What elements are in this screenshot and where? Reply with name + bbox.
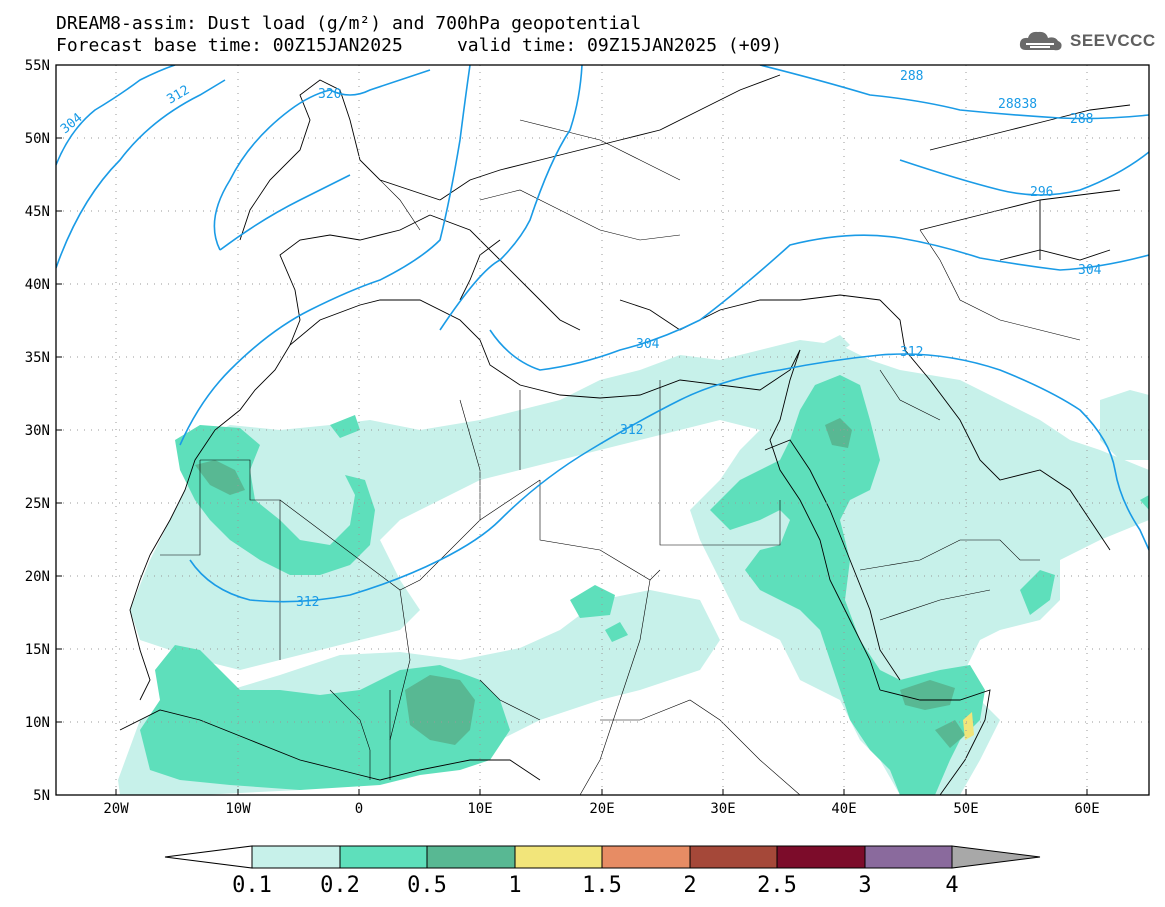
lon-label: 0 bbox=[355, 801, 363, 817]
colorbar-label: 2.5 bbox=[757, 873, 797, 898]
contour-label: 312 bbox=[900, 345, 923, 360]
colorbar-segment bbox=[864, 845, 953, 869]
contour-label: 312 bbox=[296, 595, 319, 610]
lat-label: 5N bbox=[33, 788, 50, 804]
colorbar-segment bbox=[251, 845, 341, 869]
lat-label: 45N bbox=[25, 204, 50, 220]
lon-labels: 20W 10W 0 10E 20E 30E 40E 50E 60E bbox=[103, 801, 1099, 817]
lat-label: 15N bbox=[25, 642, 50, 658]
lat-label: 50N bbox=[25, 131, 50, 147]
lon-label: 50E bbox=[953, 801, 978, 817]
colorbar-segment bbox=[339, 845, 428, 869]
cloud-icon bbox=[1019, 31, 1062, 51]
colorbar-segment bbox=[776, 845, 866, 869]
contour-label: 320 bbox=[318, 87, 341, 102]
contour-label: 288 bbox=[900, 69, 923, 84]
coastlines bbox=[119, 74, 1131, 795]
colorbar-segment bbox=[514, 845, 603, 869]
colorbar-segment bbox=[426, 845, 516, 869]
dust-field: 304 312 320 288 28838 288 296 304 304 31… bbox=[56, 65, 1149, 795]
lon-label: 20W bbox=[103, 801, 129, 817]
colorbar-segment bbox=[689, 845, 778, 869]
lon-label: 10E bbox=[467, 801, 492, 817]
contour-label: 304 bbox=[636, 337, 660, 352]
geopotential-contours bbox=[56, 65, 1149, 603]
lat-label: 55N bbox=[25, 58, 50, 74]
lat-label: 30N bbox=[25, 423, 50, 439]
dust-level-05 bbox=[195, 418, 965, 748]
contour-label: 304 bbox=[1078, 263, 1102, 278]
lat-labels: 55N 50N 45N 40N 35N 30N 25N 20N 15N 10N … bbox=[25, 58, 50, 804]
seevccc-logo: SEEVCCC bbox=[1018, 26, 1156, 56]
lon-label: 20E bbox=[589, 801, 614, 817]
colorbar-label: 1.5 bbox=[582, 873, 622, 898]
colorbar-label: 0.5 bbox=[407, 873, 447, 898]
colorbar-lower-arrow bbox=[164, 845, 253, 869]
map-title-line2: Forecast base time: 00Z15JAN2025 valid t… bbox=[56, 35, 783, 56]
lat-label: 35N bbox=[25, 350, 50, 366]
lat-label: 10N bbox=[25, 715, 50, 731]
logo-text: SEEVCCC bbox=[1070, 31, 1156, 50]
colorbar-label: 0.1 bbox=[232, 873, 272, 898]
axis-ticks bbox=[56, 64, 1088, 796]
colorbar-label: 1 bbox=[508, 873, 521, 898]
lat-label: 40N bbox=[25, 277, 50, 293]
map-title-line1: DREAM8-assim: Dust load (g/m²) and 700hP… bbox=[56, 13, 642, 34]
borders bbox=[160, 119, 1081, 795]
graticule bbox=[56, 65, 1149, 795]
contour-label: 296 bbox=[1030, 185, 1053, 200]
colorbar-label: 0.2 bbox=[320, 873, 360, 898]
lat-label: 25N bbox=[25, 496, 50, 512]
colorbar-segment bbox=[601, 845, 691, 869]
contour-label: 312 bbox=[165, 83, 193, 108]
colorbar-label: 3 bbox=[858, 873, 871, 898]
colorbar-labels: 0.1 0.2 0.5 1 1.5 2 2.5 3 4 bbox=[232, 873, 959, 898]
contour-label: 304 bbox=[58, 110, 86, 137]
lon-label: 60E bbox=[1074, 801, 1099, 817]
contour-labels: 304 312 320 288 28838 288 296 304 304 31… bbox=[58, 69, 1102, 610]
colorbar bbox=[164, 845, 1041, 869]
lon-label: 40E bbox=[831, 801, 856, 817]
contour-label: 288 bbox=[1070, 112, 1093, 127]
lon-label: 30E bbox=[710, 801, 735, 817]
dust-level-1 bbox=[963, 712, 974, 740]
contour-label: 312 bbox=[620, 423, 643, 438]
colorbar-label: 2 bbox=[683, 873, 696, 898]
lat-label: 20N bbox=[25, 569, 50, 585]
colorbar-label: 4 bbox=[945, 873, 958, 898]
colorbar-upper-arrow bbox=[951, 845, 1041, 869]
lon-label: 10W bbox=[225, 801, 251, 817]
contour-label: 28838 bbox=[998, 97, 1037, 112]
